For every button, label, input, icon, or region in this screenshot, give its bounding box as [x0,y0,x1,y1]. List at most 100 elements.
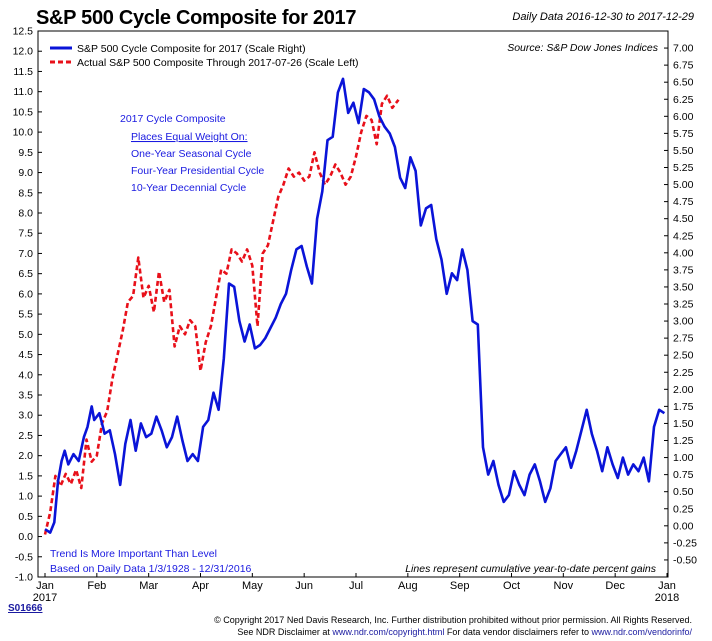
left-tick-label: 4.5 [18,349,33,361]
left-tick-label: 4.0 [18,369,33,381]
cycle-underlined: Places Equal Weight On: [131,131,248,143]
left-tick-label: 5.5 [18,309,33,321]
right-tick-label: 4.00 [673,247,694,259]
right-tick-label: 4.25 [673,230,694,242]
left-tick-label: 11.5 [13,66,33,78]
left-tick-label: 12.0 [13,46,34,58]
x-year-label-2018: 2018 [655,592,679,604]
right-tick-label: 3.00 [673,316,694,328]
right-axis: -0.50 -0.25 0.00 0.25 0.50 0.75 1.00 1.25 1.50 1.… [664,43,697,566]
cycle-annotation: 2017 Cycle Composite Places Equal Weight… [120,113,264,194]
trend-note: Trend Is More Important Than Level [50,548,217,560]
x-year-label-2017: 2017 [33,592,57,604]
x-tick-label: Aug [398,580,418,592]
x-axis: Jan Feb Mar Apr May Jun Jul Aug Sep Oct Nov Dec Jan2… [33,573,679,604]
x-tick-label: Sep [450,580,470,592]
lines-note: Lines represent cumulative year-to-date … [405,563,657,575]
x-tick-label: Jan [36,580,54,592]
right-tick-label: 1.50 [673,418,694,430]
right-tick-label: 1.00 [673,452,694,464]
left-tick-label: 7.0 [18,248,33,260]
x-tick-label: May [242,580,263,592]
legend-label-composite: S&P 500 Cycle Composite for 2017 (Scale … [77,43,306,55]
right-tick-label: 5.25 [673,162,694,174]
left-tick-label: 2.0 [18,450,33,462]
left-tick-label: 6.0 [18,288,33,300]
right-tick-label: 4.50 [673,213,694,225]
legend-label-actual: Actual S&P 500 Composite Through 2017-07… [77,57,359,69]
left-axis: -1.0 -0.5 0.0 0.5 1.0 1.5 2.0 2.5 3.0 3.5 4.0 4.5 5.… [13,26,42,584]
left-tick-label: 5.0 [18,329,33,341]
series-line-cycle-composite [44,77,666,534]
right-tick-label: 0.00 [673,520,694,532]
right-tick-label: 0.25 [673,503,694,515]
right-tick-label: 4.75 [673,196,694,208]
vendor-link[interactable]: www.ndr.com/vendorinfo/ [591,627,692,637]
left-tick-label: 0.5 [18,511,33,523]
left-tick-label: 0.0 [18,531,33,543]
right-tick-label: 1.75 [673,401,694,413]
x-tick-label: Apr [192,580,209,592]
x-tick-label: Feb [87,580,106,592]
cycle-item-2: Four-Year Presidential Cycle [131,165,264,177]
right-tick-label: 6.50 [673,77,694,89]
left-tick-label: 8.5 [18,187,33,199]
left-tick-label: 1.5 [18,470,33,482]
legend: S&P 500 Cycle Composite for 2017 (Scale … [50,43,359,69]
right-tick-label: 1.25 [673,435,694,447]
page-title: S&P 500 Cycle Composite for 2017 [36,7,357,29]
right-tick-label: 5.50 [673,145,694,157]
left-tick-label: 10.0 [13,127,34,139]
right-tick-label: 6.00 [673,111,694,123]
left-tick-label: 11.0 [13,86,33,98]
source-note: Source: S&P Dow Jones Indices [507,42,659,54]
x-tick-label: Jan [658,580,676,592]
x-tick-label: Jul [349,580,363,592]
disclaimer-line: See NDR Disclaimer at www.ndr.com/copyri… [237,627,692,637]
left-tick-label: 3.0 [18,410,33,422]
x-tick-label: Mar [139,580,158,592]
right-tick-label: 7.00 [673,43,694,55]
left-tick-label: 10.5 [13,106,34,118]
copyright-link[interactable]: www.ndr.com/copyright.html [332,627,445,637]
x-tick-label: Oct [503,580,520,592]
left-tick-label: 3.5 [18,390,33,402]
based-on-note: Based on Daily Data 1/3/1928 - 12/31/201… [50,563,252,575]
right-tick-label: 2.25 [673,367,694,379]
date-range-label: Daily Data 2016-12-30 to 2017-12-29 [512,11,694,23]
right-tick-label: 3.75 [673,264,694,276]
trend-annotation: Trend Is More Important Than Level Based… [50,548,252,575]
left-tick-label: 9.5 [18,147,33,159]
left-tick-label: 8.0 [18,208,33,220]
x-tick-label: Nov [554,580,574,592]
right-tick-label: 0.50 [673,486,694,498]
right-tick-label: -0.50 [673,554,697,566]
right-tick-label: 6.25 [673,94,694,106]
cycle-item-3: 10-Year Decennial Cycle [131,182,246,194]
left-tick-label: 2.5 [18,430,33,442]
left-tick-label: -0.5 [15,551,33,563]
right-tick-label: -0.25 [673,537,697,549]
left-tick-label: 6.5 [18,268,33,280]
right-tick-label: 2.75 [673,333,694,345]
left-tick-label: -1.0 [15,572,33,584]
right-tick-label: 2.00 [673,384,694,396]
copyright-line: © Copyright 2017 Ned Davis Research, Inc… [214,615,692,625]
right-tick-label: 0.75 [673,469,694,481]
right-tick-label: 6.75 [673,60,694,72]
cycle-title: 2017 Cycle Composite [120,113,226,125]
disclaimer-prefix: See NDR Disclaimer at [237,627,333,637]
cycle-item-1: One-Year Seasonal Cycle [131,148,252,160]
right-tick-label: 5.00 [673,179,694,191]
left-tick-label: 7.5 [18,228,33,240]
left-tick-label: 9.0 [18,167,33,179]
x-tick-label: Jun [295,580,313,592]
left-tick-label: 1.0 [18,491,33,503]
series-line-actual-sp500 [43,94,400,535]
left-tick-label: 12.5 [13,26,34,38]
chart-code-link[interactable]: S01666 [8,603,43,614]
right-tick-label: 3.50 [673,281,694,293]
right-tick-label: 2.50 [673,350,694,362]
series-layer [43,77,666,535]
